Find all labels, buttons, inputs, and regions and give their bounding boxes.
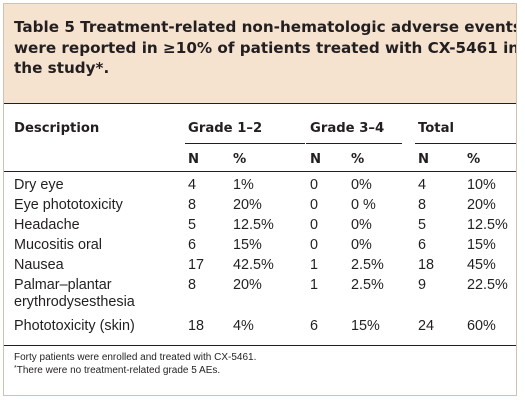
header-total: Total [418, 121, 455, 136]
group-rule-total [415, 143, 516, 144]
cell-percent: 4% [233, 318, 254, 334]
cell-count: 24 [418, 318, 435, 334]
cell-count: 4 [418, 177, 427, 193]
cell-percent: 2.5% [351, 277, 384, 293]
cell-percent: 15% [351, 318, 380, 334]
cell-percent: 22.5% [467, 277, 508, 293]
cell-percent: 60% [467, 318, 496, 334]
footnote-marker: * [14, 365, 17, 372]
row-description: Dry eye [14, 177, 64, 193]
row-description: Eye phototoxicity [14, 197, 123, 213]
footnote-enrollment: Forty patients were enrolled and treated… [14, 352, 257, 363]
header-description: Description [14, 121, 100, 136]
caption-line: Table 5 Treatment-related non-hematologi… [14, 18, 517, 36]
subheader-percent: % [351, 152, 365, 167]
cell-percent: 45% [467, 257, 496, 273]
cell-count: 8 [188, 277, 197, 293]
cell-count: 8 [188, 197, 197, 213]
row-description: Nausea [14, 257, 64, 273]
header-grade-1-2: Grade 1–2 [188, 121, 263, 136]
cell-percent: 1% [233, 177, 254, 193]
group-rule-grade-3-4 [306, 143, 402, 144]
cell-count: 0 [310, 217, 319, 233]
body-rule [4, 345, 516, 346]
cell-percent: 0 % [351, 197, 376, 213]
cell-percent: 10% [467, 177, 496, 193]
cell-count: 4 [188, 177, 197, 193]
cell-percent: 15% [467, 237, 496, 253]
cell-count: 6 [418, 237, 427, 253]
row-description: Phototoxicity (skin) [14, 318, 135, 334]
cell-count: 18 [188, 318, 205, 334]
header-rule [4, 171, 516, 172]
subheader-n: N [418, 152, 430, 167]
subheader-n: N [310, 152, 322, 167]
cell-count: 5 [188, 217, 197, 233]
cell-count: 0 [310, 177, 319, 193]
table-card: Table 5 Treatment-related non-hematologi… [3, 3, 517, 396]
footnote-text: There were no treatment-related grade 5 … [16, 365, 221, 376]
row-description: Palmar–plantar [14, 277, 112, 293]
cell-percent: 20% [233, 197, 262, 213]
cell-count: 17 [188, 257, 205, 273]
cell-count: 1 [310, 257, 319, 273]
subheader-n: N [188, 152, 200, 167]
cell-percent: 15% [233, 237, 262, 253]
cell-percent: 42.5% [233, 257, 274, 273]
cell-count: 18 [418, 257, 435, 273]
cell-percent: 20% [467, 197, 496, 213]
cell-count: 1 [310, 277, 319, 293]
cell-count: 6 [310, 318, 319, 334]
cell-count: 5 [418, 217, 427, 233]
subheader-percent: % [233, 152, 247, 167]
cell-percent: 2.5% [351, 257, 384, 273]
caption-rule [4, 103, 516, 104]
header-grade-3-4: Grade 3–4 [310, 121, 385, 136]
footnote-grade5: *There were no treatment-related grade 5… [14, 364, 220, 377]
subheader-percent: % [467, 152, 481, 167]
group-rule-grade-1-2 [185, 143, 305, 144]
cell-count: 9 [418, 277, 427, 293]
cell-percent: 0% [351, 177, 372, 193]
cell-count: 6 [188, 237, 197, 253]
cell-percent: 20% [233, 277, 262, 293]
caption-line: the study*. [14, 59, 110, 77]
row-description: erythrodysesthesia [14, 294, 135, 310]
row-description: Mucositis oral [14, 237, 102, 253]
cell-percent: 0% [351, 237, 372, 253]
cell-count: 0 [310, 197, 319, 213]
row-description: Headache [14, 217, 80, 233]
cell-percent: 12.5% [467, 217, 508, 233]
cell-count: 8 [418, 197, 427, 213]
cell-count: 0 [310, 237, 319, 253]
caption-line: were reported in ≥10% of patients treate… [14, 38, 517, 57]
cell-percent: 0% [351, 217, 372, 233]
table-caption: Table 5 Treatment-related non-hematologi… [4, 4, 516, 103]
cell-percent: 12.5% [233, 217, 274, 233]
